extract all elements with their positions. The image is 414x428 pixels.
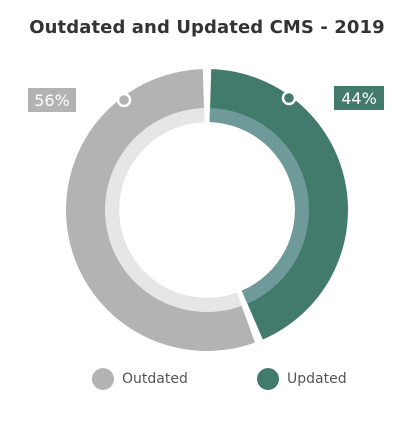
callout-dot-outdated bbox=[116, 92, 132, 108]
legend-label-updated: Updated bbox=[287, 371, 347, 387]
chart-title: Outdated and Updated CMS - 2019 bbox=[29, 17, 385, 38]
legend-label-outdated: Outdated bbox=[122, 371, 188, 387]
legend-swatch-outdated bbox=[92, 368, 114, 390]
data-label-updated: 44% bbox=[341, 89, 377, 108]
data-label-outdated: 56% bbox=[34, 91, 70, 110]
legend: Outdated Updated bbox=[0, 366, 414, 392]
slice-inner-updated bbox=[209, 108, 310, 304]
legend-item-updated: Updated bbox=[257, 366, 347, 392]
data-label-box-updated bbox=[334, 86, 384, 110]
slice-outdated bbox=[66, 69, 255, 352]
callout-dot-updated bbox=[281, 90, 297, 106]
legend-item-outdated: Outdated bbox=[92, 366, 188, 392]
data-label-box-outdated bbox=[28, 88, 76, 112]
legend-swatch-updated bbox=[257, 368, 279, 390]
slice-updated bbox=[209, 69, 348, 340]
